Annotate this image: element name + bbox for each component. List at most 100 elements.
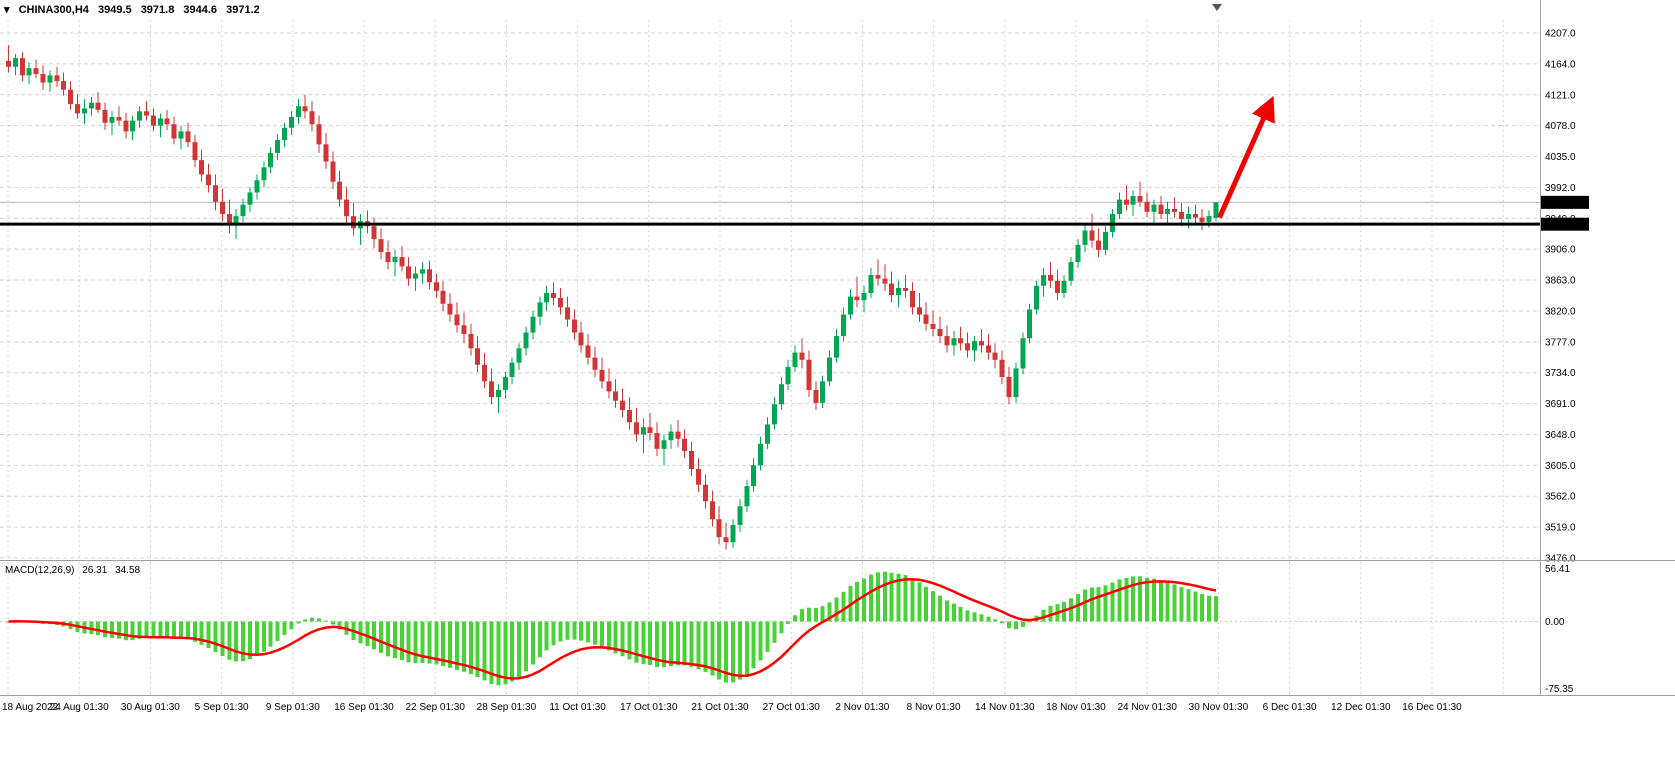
macd-histogram-bar [876, 572, 880, 622]
macd-histogram-bar [110, 621, 114, 638]
candle-body-down [799, 352, 805, 360]
candle-body-up [661, 440, 667, 449]
trend-arrow-object[interactable] [1217, 95, 1275, 219]
macd-histogram-bar [827, 602, 832, 622]
candle-body-up [82, 108, 87, 114]
macd-histogram-bar [820, 606, 825, 622]
candle-body-up [896, 287, 901, 296]
price-tick-label: 4164.0 [1545, 59, 1576, 70]
time-tick-label: 30 Aug 01:30 [121, 702, 180, 713]
candle-body-up [1186, 213, 1191, 220]
candle-body-up [503, 377, 508, 390]
macd-histogram-bar [1027, 621, 1032, 623]
candle-body-down [1158, 204, 1164, 214]
macd-histogram-bar [489, 621, 494, 684]
price-tick-label: 3992.0 [1545, 183, 1576, 194]
macd-histogram-bar [124, 621, 128, 641]
symbol-period-label: CHINA300,H4 [18, 4, 89, 16]
candle-body-down [399, 257, 405, 267]
macd-histogram-bar [117, 621, 121, 639]
macd-histogram-bar [462, 621, 466, 672]
candle-body-down [475, 348, 480, 365]
candle-body-down [434, 282, 439, 291]
macd-histogram-bar [420, 621, 425, 663]
macd-histogram-bar [372, 621, 376, 650]
macd-histogram-bar [834, 597, 839, 622]
price-tick-label: 4035.0 [1545, 152, 1576, 163]
candle-body-down [937, 328, 943, 337]
macd-histogram-bar [448, 621, 452, 668]
candle-body-up [247, 192, 253, 205]
candle-body-up [289, 117, 294, 128]
time-tick-label: 14 Nov 01:30 [975, 702, 1035, 713]
candle-body-down [689, 450, 694, 469]
macd-histogram-bar [544, 621, 549, 651]
candle-body-down [1006, 377, 1012, 398]
candle-body-down [102, 109, 108, 123]
macd-histogram-bar [255, 621, 259, 656]
chart-plot-area[interactable] [0, 0, 1540, 558]
chart-shift-marker-icon[interactable] [1212, 4, 1222, 11]
macd-histogram-bar [772, 621, 777, 643]
candle-body-up [420, 269, 425, 274]
macd-histogram-bar [738, 621, 742, 680]
price-tick-label: 3691.0 [1545, 399, 1576, 410]
candle-body-down [565, 307, 570, 320]
candle-body-down [33, 68, 39, 74]
candle-body-down [371, 226, 377, 240]
macd-histogram-bar [96, 621, 100, 636]
macd-histogram-bar [441, 621, 445, 667]
time-axis[interactable] [0, 696, 1675, 718]
ohlc-open-value: 3949.5 [97, 4, 132, 16]
candle-body-up [1206, 216, 1212, 222]
price-badge-text: 3971.2 [1545, 198, 1576, 209]
macd-histogram-bar [400, 621, 404, 661]
macd-histogram-bar [303, 619, 307, 622]
price-tick-label: 3777.0 [1545, 337, 1576, 348]
macd-histogram-bar [965, 610, 970, 622]
macd-histogram-bar [386, 621, 390, 657]
macd-histogram-bar [1207, 595, 1211, 622]
macd-histogram-bar [103, 621, 107, 638]
candle-body-up [820, 381, 825, 403]
macd-histogram-bar [1021, 621, 1025, 627]
macd-histogram-bar [579, 621, 583, 641]
price-tick-label: 3476.0 [1545, 554, 1576, 565]
candle-body-down [40, 73, 46, 83]
macd-histogram-bar [551, 621, 556, 646]
candle-body-down [1144, 201, 1150, 212]
candle-body-up [275, 140, 280, 153]
price-tick-label: 4121.0 [1545, 90, 1576, 101]
macd-signal-value-label: 34.58 [115, 565, 141, 576]
candle-body-up [530, 316, 536, 333]
candle-body-up [951, 338, 957, 346]
macd-histogram-bar [593, 621, 597, 645]
time-tick-label: 18 Nov 01:30 [1046, 702, 1106, 713]
candle-body-down [889, 283, 894, 296]
candle-body-down [903, 287, 908, 291]
time-tick-label: 12 Dec 01:30 [1331, 702, 1391, 713]
macd-histogram-bar [1048, 605, 1053, 622]
candle-body-up [1034, 285, 1039, 310]
macd-histogram-bar [841, 591, 846, 622]
macd-histogram-bar [917, 582, 922, 622]
price-axis[interactable] [1541, 0, 1675, 695]
macd-histogram-bar [1186, 589, 1191, 622]
candle-body-down [647, 427, 653, 434]
candle-body-down [958, 338, 963, 344]
macd-histogram-bar [151, 621, 156, 639]
candle-body-down [620, 400, 625, 411]
macd-histogram-bar [227, 621, 232, 660]
candle-body-down [1089, 230, 1095, 241]
macd-histogram-bar [814, 607, 818, 622]
macd-histogram-bar [1138, 576, 1142, 622]
macd-histogram-bar [1152, 578, 1156, 622]
macd-histogram-bar [1179, 587, 1184, 622]
candle-body-down [461, 325, 467, 334]
candle-body-down [385, 252, 391, 263]
candle-body-up [544, 292, 549, 303]
candle-body-down [1137, 196, 1143, 202]
macd-histogram-bar [717, 621, 721, 680]
candle-body-down [675, 431, 681, 439]
